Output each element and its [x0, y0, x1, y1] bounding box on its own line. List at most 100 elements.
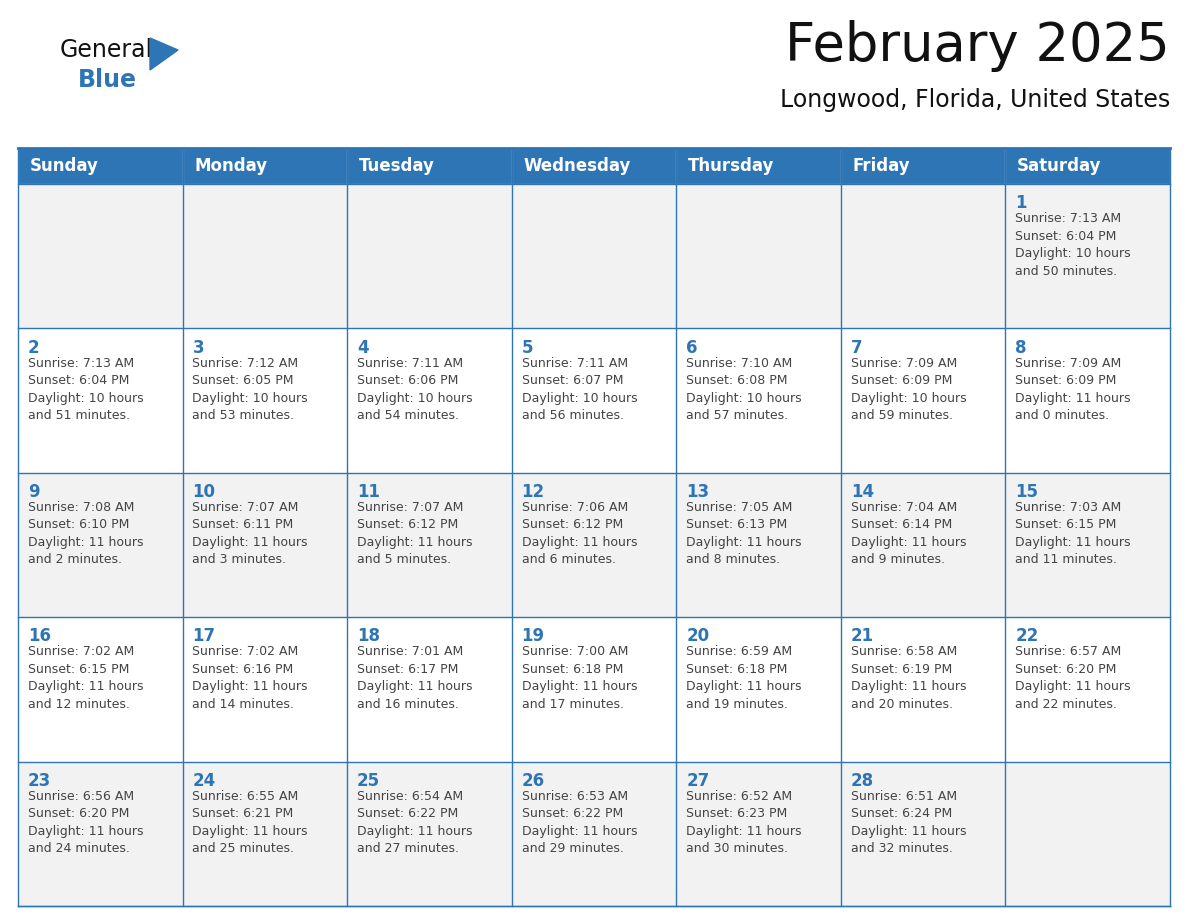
Text: 10: 10: [192, 483, 215, 501]
Text: Sunrise: 7:11 AM
Sunset: 6:07 PM
Daylight: 10 hours
and 56 minutes.: Sunrise: 7:11 AM Sunset: 6:07 PM Dayligh…: [522, 356, 637, 422]
Text: Sunrise: 6:58 AM
Sunset: 6:19 PM
Daylight: 11 hours
and 20 minutes.: Sunrise: 6:58 AM Sunset: 6:19 PM Dayligh…: [851, 645, 966, 711]
Text: 19: 19: [522, 627, 545, 645]
Bar: [1005, 473, 1170, 617]
Text: 1: 1: [1016, 194, 1026, 212]
Bar: [18, 148, 183, 184]
Text: 17: 17: [192, 627, 215, 645]
Text: 22: 22: [1016, 627, 1038, 645]
Text: 20: 20: [687, 627, 709, 645]
Bar: [512, 762, 676, 906]
Bar: [1005, 762, 1170, 906]
Bar: [841, 617, 1005, 762]
Text: Sunrise: 7:09 AM
Sunset: 6:09 PM
Daylight: 11 hours
and 0 minutes.: Sunrise: 7:09 AM Sunset: 6:09 PM Dayligh…: [1016, 356, 1131, 422]
Text: Sunrise: 7:06 AM
Sunset: 6:12 PM
Daylight: 11 hours
and 6 minutes.: Sunrise: 7:06 AM Sunset: 6:12 PM Dayligh…: [522, 501, 637, 566]
Bar: [347, 473, 512, 617]
Text: 3: 3: [192, 339, 204, 356]
Bar: [676, 762, 841, 906]
Bar: [347, 184, 512, 329]
Bar: [18, 762, 183, 906]
Text: Sunday: Sunday: [30, 157, 99, 175]
Bar: [1005, 617, 1170, 762]
Bar: [347, 148, 512, 184]
Text: 7: 7: [851, 339, 862, 356]
Text: Sunrise: 7:04 AM
Sunset: 6:14 PM
Daylight: 11 hours
and 9 minutes.: Sunrise: 7:04 AM Sunset: 6:14 PM Dayligh…: [851, 501, 966, 566]
Text: Sunrise: 7:05 AM
Sunset: 6:13 PM
Daylight: 11 hours
and 8 minutes.: Sunrise: 7:05 AM Sunset: 6:13 PM Dayligh…: [687, 501, 802, 566]
Text: 23: 23: [27, 772, 51, 789]
Text: Sunrise: 7:07 AM
Sunset: 6:12 PM
Daylight: 11 hours
and 5 minutes.: Sunrise: 7:07 AM Sunset: 6:12 PM Dayligh…: [358, 501, 473, 566]
Text: Thursday: Thursday: [688, 157, 775, 175]
Text: 5: 5: [522, 339, 533, 356]
Text: 8: 8: [1016, 339, 1026, 356]
Text: 27: 27: [687, 772, 709, 789]
Bar: [183, 148, 347, 184]
Bar: [841, 762, 1005, 906]
Text: Friday: Friday: [852, 157, 910, 175]
Text: Sunrise: 7:10 AM
Sunset: 6:08 PM
Daylight: 10 hours
and 57 minutes.: Sunrise: 7:10 AM Sunset: 6:08 PM Dayligh…: [687, 356, 802, 422]
Bar: [1005, 148, 1170, 184]
Bar: [676, 184, 841, 329]
Text: 25: 25: [358, 772, 380, 789]
Bar: [841, 329, 1005, 473]
Text: Sunrise: 7:12 AM
Sunset: 6:05 PM
Daylight: 10 hours
and 53 minutes.: Sunrise: 7:12 AM Sunset: 6:05 PM Dayligh…: [192, 356, 308, 422]
Text: 6: 6: [687, 339, 697, 356]
Bar: [183, 329, 347, 473]
Bar: [18, 184, 183, 329]
Text: Sunrise: 6:52 AM
Sunset: 6:23 PM
Daylight: 11 hours
and 30 minutes.: Sunrise: 6:52 AM Sunset: 6:23 PM Dayligh…: [687, 789, 802, 856]
Text: Sunrise: 6:55 AM
Sunset: 6:21 PM
Daylight: 11 hours
and 25 minutes.: Sunrise: 6:55 AM Sunset: 6:21 PM Dayligh…: [192, 789, 308, 856]
Bar: [18, 617, 183, 762]
Text: 12: 12: [522, 483, 545, 501]
Text: Blue: Blue: [78, 68, 137, 92]
Bar: [18, 329, 183, 473]
Text: Sunrise: 6:57 AM
Sunset: 6:20 PM
Daylight: 11 hours
and 22 minutes.: Sunrise: 6:57 AM Sunset: 6:20 PM Dayligh…: [1016, 645, 1131, 711]
Text: 13: 13: [687, 483, 709, 501]
Text: Sunrise: 7:08 AM
Sunset: 6:10 PM
Daylight: 11 hours
and 2 minutes.: Sunrise: 7:08 AM Sunset: 6:10 PM Dayligh…: [27, 501, 144, 566]
Text: 9: 9: [27, 483, 39, 501]
Text: Wednesday: Wednesday: [523, 157, 631, 175]
Bar: [841, 148, 1005, 184]
Bar: [347, 617, 512, 762]
Text: 4: 4: [358, 339, 368, 356]
Bar: [347, 762, 512, 906]
Bar: [1005, 329, 1170, 473]
Bar: [841, 473, 1005, 617]
Text: 15: 15: [1016, 483, 1038, 501]
Text: 16: 16: [27, 627, 51, 645]
Text: Sunrise: 7:11 AM
Sunset: 6:06 PM
Daylight: 10 hours
and 54 minutes.: Sunrise: 7:11 AM Sunset: 6:06 PM Dayligh…: [358, 356, 473, 422]
Bar: [512, 329, 676, 473]
Text: Sunrise: 7:02 AM
Sunset: 6:15 PM
Daylight: 11 hours
and 12 minutes.: Sunrise: 7:02 AM Sunset: 6:15 PM Dayligh…: [27, 645, 144, 711]
Text: Tuesday: Tuesday: [359, 157, 435, 175]
Text: General: General: [61, 38, 153, 62]
Text: Sunrise: 6:54 AM
Sunset: 6:22 PM
Daylight: 11 hours
and 27 minutes.: Sunrise: 6:54 AM Sunset: 6:22 PM Dayligh…: [358, 789, 473, 856]
Text: Sunrise: 7:01 AM
Sunset: 6:17 PM
Daylight: 11 hours
and 16 minutes.: Sunrise: 7:01 AM Sunset: 6:17 PM Dayligh…: [358, 645, 473, 711]
Bar: [676, 473, 841, 617]
Bar: [512, 617, 676, 762]
Text: Sunrise: 7:09 AM
Sunset: 6:09 PM
Daylight: 10 hours
and 59 minutes.: Sunrise: 7:09 AM Sunset: 6:09 PM Dayligh…: [851, 356, 966, 422]
Bar: [183, 762, 347, 906]
Bar: [347, 329, 512, 473]
Text: 11: 11: [358, 483, 380, 501]
Bar: [676, 329, 841, 473]
Polygon shape: [150, 38, 178, 70]
Bar: [1005, 184, 1170, 329]
Bar: [676, 148, 841, 184]
Text: 28: 28: [851, 772, 874, 789]
Bar: [676, 617, 841, 762]
Text: Monday: Monday: [194, 157, 267, 175]
Text: 14: 14: [851, 483, 874, 501]
Text: Saturday: Saturday: [1017, 157, 1101, 175]
Text: Sunrise: 7:00 AM
Sunset: 6:18 PM
Daylight: 11 hours
and 17 minutes.: Sunrise: 7:00 AM Sunset: 6:18 PM Dayligh…: [522, 645, 637, 711]
Text: Sunrise: 6:51 AM
Sunset: 6:24 PM
Daylight: 11 hours
and 32 minutes.: Sunrise: 6:51 AM Sunset: 6:24 PM Dayligh…: [851, 789, 966, 856]
Text: Sunrise: 7:13 AM
Sunset: 6:04 PM
Daylight: 10 hours
and 51 minutes.: Sunrise: 7:13 AM Sunset: 6:04 PM Dayligh…: [27, 356, 144, 422]
Bar: [183, 617, 347, 762]
Text: Sunrise: 7:02 AM
Sunset: 6:16 PM
Daylight: 11 hours
and 14 minutes.: Sunrise: 7:02 AM Sunset: 6:16 PM Dayligh…: [192, 645, 308, 711]
Text: 21: 21: [851, 627, 874, 645]
Text: Longwood, Florida, United States: Longwood, Florida, United States: [779, 88, 1170, 112]
Text: Sunrise: 7:03 AM
Sunset: 6:15 PM
Daylight: 11 hours
and 11 minutes.: Sunrise: 7:03 AM Sunset: 6:15 PM Dayligh…: [1016, 501, 1131, 566]
Text: 24: 24: [192, 772, 216, 789]
Bar: [512, 473, 676, 617]
Text: Sunrise: 6:59 AM
Sunset: 6:18 PM
Daylight: 11 hours
and 19 minutes.: Sunrise: 6:59 AM Sunset: 6:18 PM Dayligh…: [687, 645, 802, 711]
Bar: [183, 473, 347, 617]
Text: 2: 2: [27, 339, 39, 356]
Text: Sunrise: 6:56 AM
Sunset: 6:20 PM
Daylight: 11 hours
and 24 minutes.: Sunrise: 6:56 AM Sunset: 6:20 PM Dayligh…: [27, 789, 144, 856]
Text: Sunrise: 6:53 AM
Sunset: 6:22 PM
Daylight: 11 hours
and 29 minutes.: Sunrise: 6:53 AM Sunset: 6:22 PM Dayligh…: [522, 789, 637, 856]
